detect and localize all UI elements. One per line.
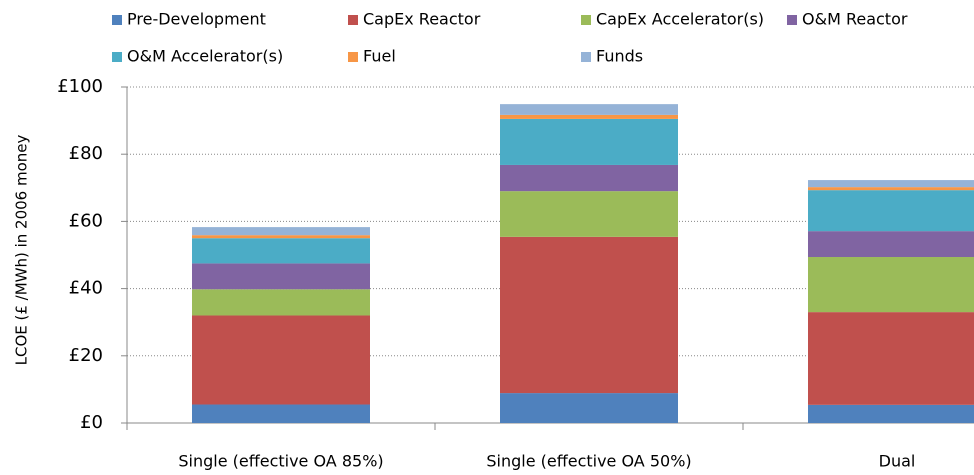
bar-segment xyxy=(192,404,370,423)
bar-segment xyxy=(808,257,974,313)
y-tick-label: £0 xyxy=(80,412,103,433)
y-tick-label: £60 xyxy=(69,210,103,231)
legend-swatch xyxy=(581,52,591,62)
legend-label: CapEx Accelerator(s) xyxy=(596,10,764,29)
x-tick-label: Dual xyxy=(879,452,916,471)
legend-label: Fuel xyxy=(363,47,396,66)
legend-label: Funds xyxy=(596,47,643,66)
y-tick-label: £20 xyxy=(69,345,103,366)
bar-segment xyxy=(500,104,678,115)
legend-label: Pre-Development xyxy=(127,10,266,29)
bar-segment xyxy=(500,114,678,119)
legend-swatch xyxy=(348,52,358,62)
bar-segment xyxy=(192,238,370,264)
bar-segment xyxy=(808,187,974,191)
legend-label: O&M Reactor xyxy=(802,10,908,29)
legend-label: O&M Accelerator(s) xyxy=(127,47,283,66)
legend-swatch xyxy=(112,52,122,62)
bar-segment xyxy=(192,289,370,316)
bar-segment xyxy=(500,393,678,423)
y-tick-label: £80 xyxy=(69,143,103,164)
y-tick-label: £40 xyxy=(69,278,103,299)
bar-segment xyxy=(192,227,370,236)
bar-segment xyxy=(192,263,370,290)
bar-segment xyxy=(808,312,974,405)
bar-segment xyxy=(500,236,678,394)
bar-segment xyxy=(808,231,974,258)
legend-swatch xyxy=(112,15,122,25)
bar-segment xyxy=(500,164,678,192)
y-axis-label: LCOE (£ /MWh) in 2006 money xyxy=(13,134,31,365)
legend-swatch xyxy=(787,15,797,25)
legend-label: CapEx Reactor xyxy=(363,10,481,29)
bar-segment xyxy=(500,118,678,165)
legend-swatch xyxy=(581,15,591,25)
x-tick-label: Single (effective OA 85%) xyxy=(178,452,383,471)
bar-segment xyxy=(808,180,974,188)
bar-segment xyxy=(808,404,974,423)
x-tick-label: Single (effective OA 50%) xyxy=(486,452,691,471)
y-tick-label: £100 xyxy=(57,76,103,97)
legend-swatch xyxy=(348,15,358,25)
bar-segment xyxy=(192,315,370,405)
bar-segment xyxy=(808,190,974,232)
bar-segment xyxy=(500,191,678,237)
bar-segment xyxy=(192,235,370,239)
